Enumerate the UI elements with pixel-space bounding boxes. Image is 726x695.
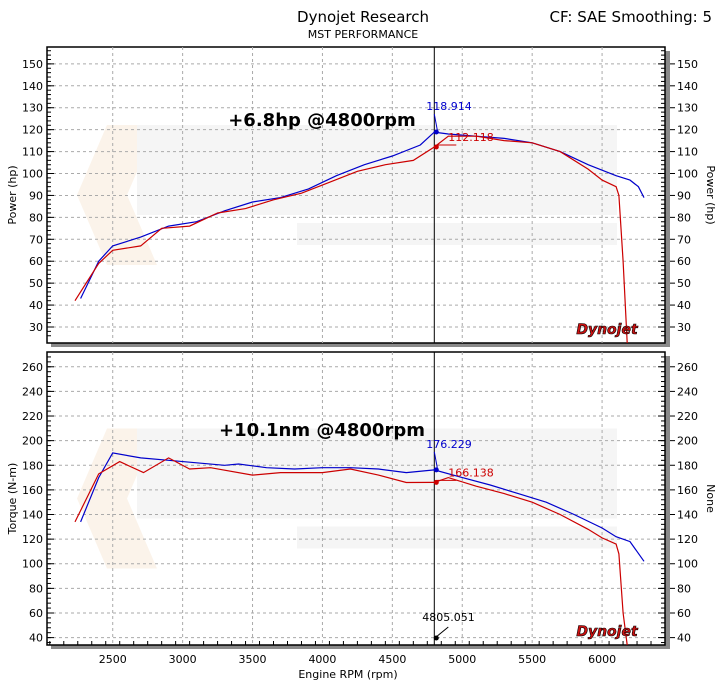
cursor-value-label: 118.914	[426, 100, 472, 113]
watermark-logo-shape	[297, 526, 617, 549]
x-tick-label: 2500	[99, 653, 127, 666]
y-tick-label-right: 30	[677, 321, 691, 334]
y-tick-label: 140	[22, 80, 43, 93]
y-tick-label-right: 130	[677, 102, 698, 115]
y-tick-label: 40	[29, 299, 43, 312]
y-tick-label-right: 200	[677, 435, 698, 448]
series-line-run-2	[74, 457, 628, 646]
series-line-run-1	[80, 452, 645, 562]
cursor-value-label: 166.138	[448, 466, 494, 479]
y-axis-label: Torque (N-m)	[6, 463, 19, 536]
y-tick-label: 50	[29, 277, 43, 290]
y-tick-label: 150	[22, 58, 43, 71]
cursor-x-marker	[433, 635, 439, 641]
y-tick-label: 120	[22, 124, 43, 137]
cursor-marker	[433, 129, 439, 135]
watermark-logo-shape	[297, 223, 617, 245]
y-tick-label-right: 140	[677, 509, 698, 522]
y-tick-label: 180	[22, 459, 43, 472]
y-axis-label-right: None	[704, 484, 717, 513]
x-tick-label: 4000	[308, 653, 336, 666]
cursor-rpm-label: 4805.051	[422, 611, 475, 624]
y-tick-label: 260	[22, 361, 43, 374]
y-tick-label-right: 260	[677, 361, 698, 374]
cursor-marker	[433, 467, 439, 473]
y-tick-label: 110	[22, 146, 43, 159]
y-tick-label: 120	[22, 533, 43, 546]
cursor-pointer	[433, 451, 438, 468]
y-tick-label: 70	[29, 233, 43, 246]
watermark-logo-shape	[137, 428, 617, 519]
y-tick-label-right: 240	[677, 385, 698, 398]
panel-torque: 40 40 60 60 80 80 100 100 120 120 140 140 160 160 180 1…	[6, 351, 717, 681]
y-axis-label: Power (hp)	[6, 165, 19, 224]
frame-shadow	[665, 51, 670, 347]
y-tick-label: 130	[22, 102, 43, 115]
x-tick-label: 3000	[169, 653, 197, 666]
y-tick-label: 80	[29, 582, 43, 595]
y-tick-label-right: 120	[677, 533, 698, 546]
chart-title: Dynojet Research	[297, 8, 429, 26]
y-axis-label-right: Power (hp)	[704, 165, 717, 224]
y-tick-label-right: 60	[677, 607, 691, 620]
y-tick-label-right: 140	[677, 80, 698, 93]
cursor-pointer	[436, 626, 449, 637]
x-tick-label: 5000	[448, 653, 476, 666]
y-tick-label: 80	[29, 211, 43, 224]
y-tick-label-right: 110	[677, 146, 698, 159]
y-tick-label-right: 80	[677, 582, 691, 595]
x-tick-label: 6000	[588, 653, 616, 666]
y-tick-label-right: 100	[677, 168, 698, 181]
panel-power: 30 30 40 40 50 50 60 60 70 70 80 80 90 90 100 100 110 110…	[6, 46, 717, 347]
dynojet-logo: Dynojet	[576, 624, 639, 640]
y-tick-label: 100	[22, 168, 43, 181]
y-tick-label-right: 160	[677, 484, 698, 497]
cursor-pointer	[433, 113, 438, 131]
y-tick-label: 60	[29, 607, 43, 620]
y-tick-label-right: 90	[677, 189, 691, 202]
cursor-value-label: 176.229	[426, 438, 472, 451]
x-tick-label: 3500	[239, 653, 267, 666]
series-line-run-2	[74, 135, 628, 344]
y-tick-label: 220	[22, 410, 43, 423]
y-tick-label: 200	[22, 435, 43, 448]
cursor-value-label: 112.118	[448, 131, 494, 144]
y-tick-label-right: 80	[677, 211, 691, 224]
x-axis-label: Engine RPM (rpm)	[298, 668, 397, 681]
x-tick-label: 5500	[518, 653, 546, 666]
y-tick-label-right: 70	[677, 233, 691, 246]
y-tick-label-right: 100	[677, 558, 698, 571]
gain-annotation: +10.1nm @4800rpm	[219, 420, 425, 441]
frame-shadow	[51, 645, 669, 649]
y-tick-label-right: 40	[677, 632, 691, 645]
series-line-run-1	[80, 131, 645, 299]
y-tick-label-right: 60	[677, 255, 691, 268]
y-tick-label-right: 40	[677, 299, 691, 312]
cursor-marker	[433, 479, 439, 485]
y-tick-label: 100	[22, 558, 43, 571]
x-tick-label: 4500	[378, 653, 406, 666]
y-tick-label: 90	[29, 189, 43, 202]
dynojet-logo: Dynojet	[576, 322, 639, 338]
y-tick-label-right: 150	[677, 58, 698, 71]
gain-annotation: +6.8hp @4800rpm	[228, 110, 416, 131]
chart-subtitle: MST PERFORMANCE	[307, 28, 419, 41]
y-tick-label-right: 180	[677, 459, 698, 472]
frame-shadow	[665, 356, 670, 649]
y-tick-label: 40	[29, 632, 43, 645]
frame-shadow	[51, 343, 669, 347]
y-tick-label: 140	[22, 509, 43, 522]
cursor-marker	[433, 144, 439, 150]
y-tick-label-right: 50	[677, 277, 691, 290]
y-tick-label: 240	[22, 385, 43, 398]
y-tick-label: 160	[22, 484, 43, 497]
y-tick-label-right: 220	[677, 410, 698, 423]
correction-settings: CF: SAE Smoothing: 5	[549, 8, 712, 26]
y-tick-label-right: 120	[677, 124, 698, 137]
y-tick-label: 30	[29, 321, 43, 334]
y-tick-label: 60	[29, 255, 43, 268]
watermark-logo-shape	[137, 125, 617, 215]
